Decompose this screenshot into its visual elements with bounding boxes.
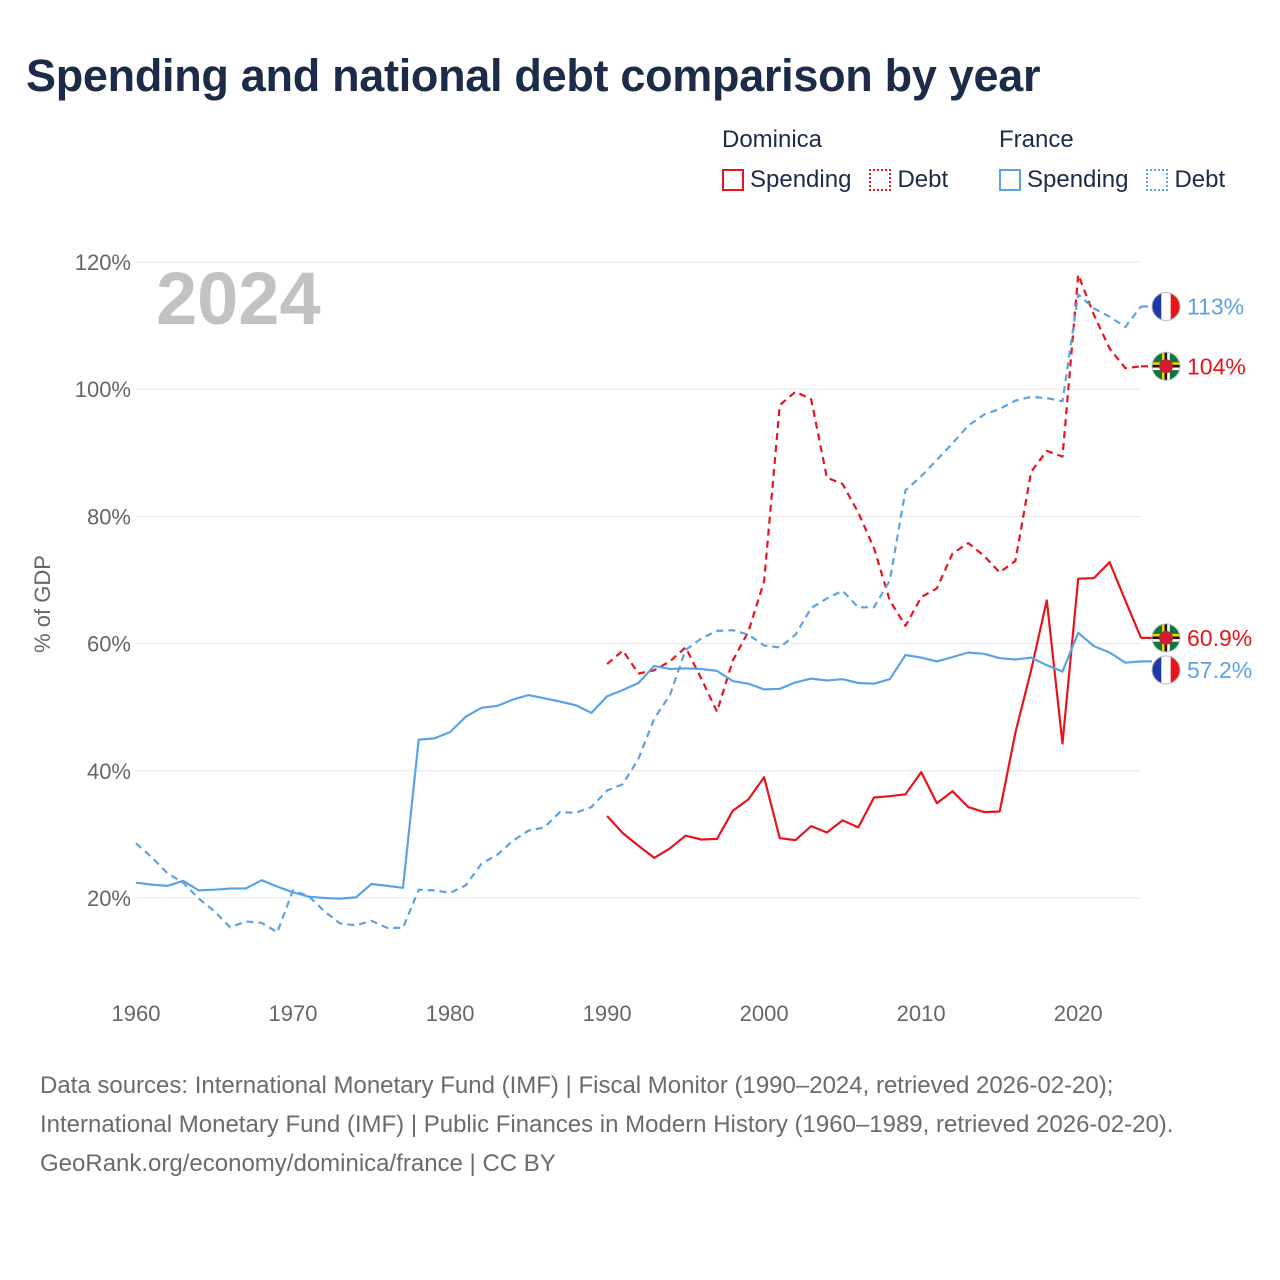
legend-swatch-dotted <box>1146 169 1169 191</box>
y-tick-label: 60% <box>87 632 131 657</box>
legend-label: Spending <box>750 166 852 193</box>
legend-group-title: France <box>999 126 1074 153</box>
footer: Data sources: International Monetary Fun… <box>40 1066 1240 1183</box>
chart-title: Spending and national debt comparison by… <box>26 50 1041 101</box>
legend-group-france: France Spending Debt <box>999 126 1225 194</box>
x-tick-label: 2000 <box>740 1001 789 1026</box>
legend-france-debt[interactable]: Debt <box>1146 166 1225 194</box>
x-tick-label: 1960 <box>112 1001 161 1026</box>
legend-dominica-debt[interactable]: Debt <box>869 166 948 194</box>
legend-group-dominica: Dominica Spending Debt <box>722 126 948 194</box>
dominica-flag-icon <box>1151 351 1181 381</box>
legend-group-title: Dominica <box>722 126 823 153</box>
end-value-label: 104% <box>1187 353 1246 379</box>
x-tick-label: 1990 <box>583 1001 632 1026</box>
legend-france-spending[interactable]: Spending <box>999 166 1128 194</box>
france-flag-icon <box>1151 655 1181 685</box>
legend-label: Spending <box>1027 166 1129 193</box>
end-value-label: 113% <box>1187 294 1244 320</box>
y-tick-label: 40% <box>87 759 131 784</box>
france-flag-icon <box>1151 292 1181 321</box>
y-axis-title: % of GDP <box>30 555 55 653</box>
y-tick-label: 120% <box>75 250 131 275</box>
legend-swatch-solid <box>722 169 744 191</box>
y-tick-label: 80% <box>87 504 131 529</box>
series-line-dominica-spending[interactable] <box>606 561 1143 860</box>
x-tick-label: 2020 <box>1054 1001 1103 1026</box>
legend-swatch-solid <box>999 169 1021 191</box>
y-tick-label: 20% <box>87 886 131 911</box>
line-chart: 2024 % of GDP 20% 40% 60% 80% 100% 120% 1960 19… <box>30 250 1252 1026</box>
year-label: 2024 <box>156 257 321 340</box>
legend-swatch-dotted <box>869 169 892 191</box>
credit-line: GeoRank.org/economy/dominica/france | CC… <box>40 1150 556 1177</box>
x-tick-label: 1970 <box>269 1001 318 1026</box>
x-tick-label: 2010 <box>897 1001 946 1026</box>
legend-label: Debt <box>897 166 949 193</box>
series-line-france-debt[interactable] <box>135 293 1142 934</box>
legend-dominica-spending[interactable]: Spending <box>722 166 851 194</box>
end-value-label: 57.2% <box>1187 657 1252 683</box>
y-tick-label: 100% <box>75 377 131 402</box>
x-tick-label: 1980 <box>426 1001 475 1026</box>
legend-label: Debt <box>1174 166 1226 193</box>
data-sources: Data sources: International Monetary Fun… <box>40 1072 1174 1138</box>
end-value-label: 60.9% <box>1187 625 1252 651</box>
series-line-dominica-debt[interactable] <box>606 273 1142 713</box>
dominica-flag-icon <box>1151 623 1181 653</box>
